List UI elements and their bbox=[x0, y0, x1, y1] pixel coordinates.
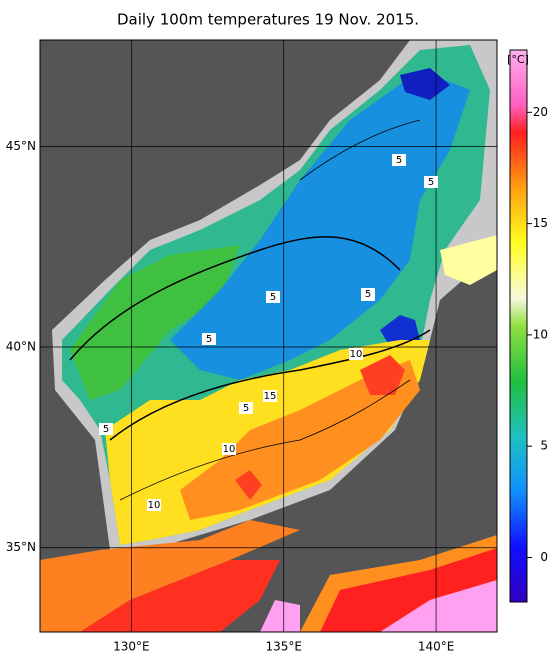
colorbar bbox=[509, 49, 528, 603]
contour-label: 5 bbox=[103, 424, 109, 435]
map-frame bbox=[39, 39, 498, 633]
strait-warm bbox=[80, 560, 280, 632]
cold-field bbox=[170, 70, 470, 380]
contour-label: 10 bbox=[350, 349, 363, 360]
contour-label-box bbox=[99, 423, 113, 435]
warm-green bbox=[70, 245, 240, 400]
kuroshio bbox=[260, 600, 300, 632]
warm-core bbox=[235, 470, 262, 500]
colorbar-tick-label: 15 bbox=[533, 216, 548, 230]
contour-label: 15 bbox=[264, 391, 277, 402]
pacific-warm bbox=[320, 548, 497, 632]
y-tick-label: 35°N bbox=[6, 540, 36, 554]
contour-label: 5 bbox=[396, 155, 402, 166]
y-tick-label: 40°N bbox=[6, 340, 36, 354]
contour-label-box bbox=[263, 390, 277, 402]
tsugaru-field bbox=[440, 235, 497, 285]
contour-label-box bbox=[222, 443, 236, 455]
map-area bbox=[40, 40, 497, 632]
contour-label-box bbox=[361, 288, 375, 300]
x-tick-label: 135°E bbox=[265, 640, 302, 654]
contour-label: 5 bbox=[428, 177, 434, 188]
contour-label-box bbox=[349, 348, 363, 360]
contour-line bbox=[69, 236, 431, 441]
contour-label: 5 bbox=[270, 292, 276, 303]
cold-core bbox=[400, 68, 450, 100]
contour-label: 5 bbox=[243, 403, 249, 414]
map-title: Daily 100m temperatures 19 Nov. 2015. bbox=[117, 11, 419, 29]
x-tick-label: 130°E bbox=[113, 640, 150, 654]
x-tick-label: 140°E bbox=[418, 640, 455, 654]
contour-label-box bbox=[147, 499, 161, 511]
contour-label-box bbox=[266, 291, 280, 303]
contour-label: 10 bbox=[223, 444, 236, 455]
contour-label-box bbox=[202, 333, 216, 345]
contour-label: 10 bbox=[148, 500, 161, 511]
contour-label-box bbox=[424, 176, 438, 188]
contour-label: 5 bbox=[365, 289, 371, 300]
contour-line bbox=[119, 119, 421, 501]
contour-label-box bbox=[239, 402, 253, 414]
warm-core bbox=[360, 355, 405, 395]
colorbar-tick-label: 0 bbox=[540, 550, 548, 564]
colorbar-tick-label: 5 bbox=[540, 439, 548, 453]
colorbar-tick-label: 20 bbox=[533, 105, 548, 119]
kuroshio bbox=[380, 580, 497, 632]
colorbar-label: [°C] bbox=[507, 53, 529, 66]
contour-label: 5 bbox=[206, 334, 212, 345]
colorbar-tick-label: 10 bbox=[533, 327, 548, 341]
y-tick-label: 45°N bbox=[6, 139, 36, 153]
contour-label-box bbox=[392, 154, 406, 166]
